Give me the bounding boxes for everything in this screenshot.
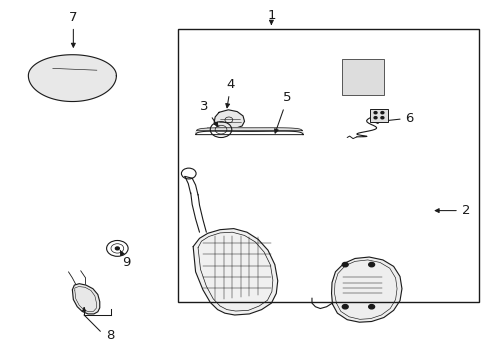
Polygon shape (28, 55, 116, 102)
Circle shape (373, 112, 376, 114)
Circle shape (373, 117, 376, 119)
Text: 2: 2 (434, 204, 469, 217)
Circle shape (368, 305, 374, 309)
Circle shape (342, 305, 347, 309)
Bar (369, 109, 387, 122)
Text: 7: 7 (69, 11, 78, 47)
Circle shape (342, 262, 347, 267)
Polygon shape (214, 110, 244, 129)
Polygon shape (195, 128, 303, 135)
Text: 3: 3 (200, 100, 218, 126)
Text: 4: 4 (225, 78, 235, 108)
Polygon shape (331, 257, 401, 322)
Polygon shape (72, 284, 100, 314)
Circle shape (380, 117, 383, 119)
Circle shape (380, 112, 383, 114)
Text: 9: 9 (120, 250, 130, 269)
Text: 6: 6 (373, 112, 413, 125)
Bar (342, 59, 383, 95)
Circle shape (115, 247, 119, 250)
Polygon shape (193, 229, 277, 315)
Text: 5: 5 (274, 91, 291, 133)
Text: 8: 8 (105, 329, 114, 342)
Circle shape (368, 262, 374, 267)
Bar (178, 29, 478, 302)
Text: 1: 1 (266, 9, 275, 22)
